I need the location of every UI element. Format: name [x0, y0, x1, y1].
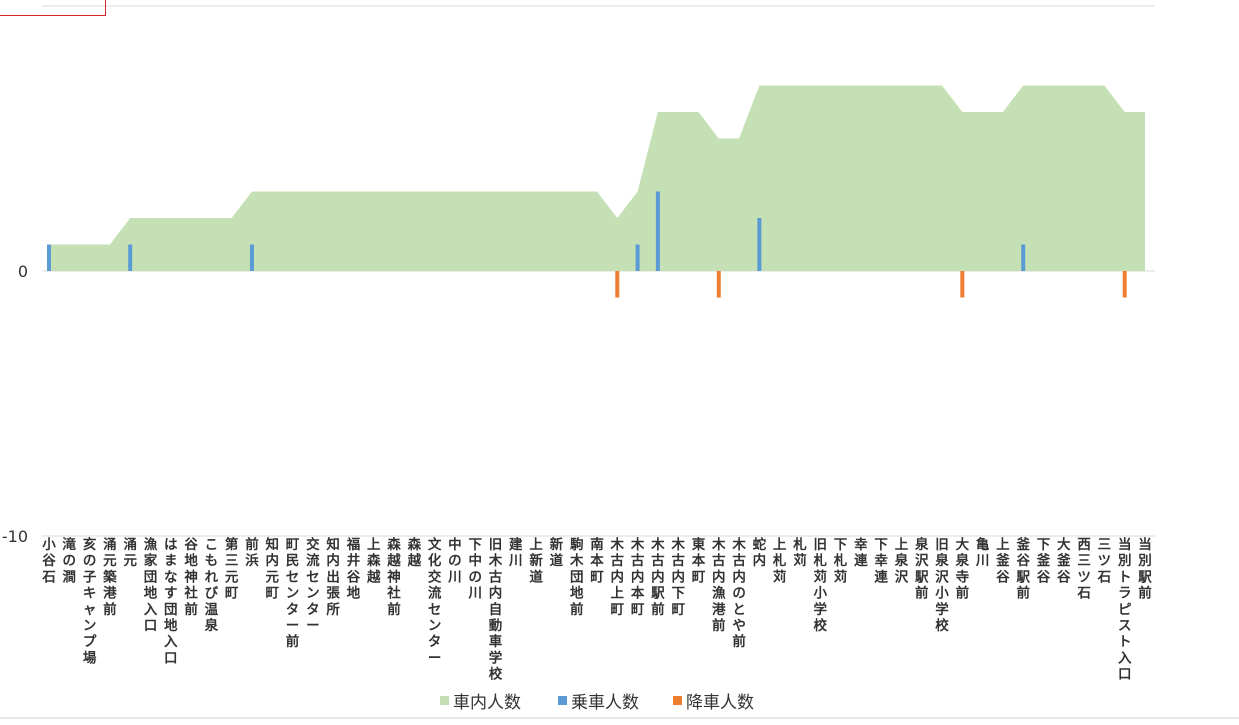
area-onboard-count [49, 85, 1145, 271]
legend-item-alighting: 降車人数 [673, 688, 754, 713]
x-tick-label-39: 下札苅 [833, 537, 848, 585]
x-tick-label-47: 上釜谷 [995, 537, 1010, 585]
selection-box [0, 0, 106, 16]
legend: 車内人数 乗車人数 降車人数 [0, 688, 1160, 716]
x-tick-label-22: 旧木古内自動車学校 [488, 537, 503, 683]
x-tick-label-36: 上札苅 [772, 537, 787, 585]
y-tick-label-neg10: -10 [2, 527, 28, 546]
legend-swatch-alighting [673, 696, 682, 705]
x-tick-label-38: 旧札苅小学校 [813, 537, 828, 634]
x-tick-label-26: 駒木団地前 [569, 536, 584, 618]
x-tick-label-49: 下釜谷 [1036, 537, 1051, 585]
x-tick-label-28: 木古内上町 [610, 536, 625, 618]
x-tick-label-48: 釜谷駅前 [1015, 536, 1030, 602]
bar-alighting-33 [716, 271, 721, 298]
bar-boarding-48 [1021, 244, 1026, 271]
bar-alighting-53 [1122, 271, 1127, 298]
legend-swatch-boarding [558, 696, 567, 705]
x-tick-label-31: 木古内下町 [670, 536, 685, 618]
bar-alighting-45 [960, 271, 965, 298]
x-tick-label-45: 大泉寺前 [956, 536, 970, 602]
x-tick-label-5: 漁家団地入口 [144, 536, 158, 634]
legend-label-onboard: 車内人数 [453, 693, 521, 713]
legend-item-boarding: 乗車人数 [558, 688, 639, 713]
x-axis-tick-labels: 小谷石滝の澗亥の子キャンプ場涌元築港前涌元漁家団地入口はまなす団地入口谷地神社前… [41, 536, 1152, 683]
x-tick-label-17: 森越神社前 [386, 536, 401, 618]
x-tick-label-52: 三ツ石 [1097, 537, 1112, 585]
x-tick-label-18: 森越 [407, 536, 422, 569]
x-tick-label-46: 亀川 [975, 536, 990, 569]
x-tick-label-40: 幸連 [854, 536, 868, 569]
passenger-area-series [49, 85, 1145, 271]
x-tick-label-14: 知内出張所 [326, 536, 340, 618]
x-tick-label-23: 建川 [508, 536, 523, 569]
x-tick-label-54: 当別駅前 [1138, 536, 1152, 602]
x-tick-label-37: 札苅 [792, 536, 807, 569]
x-tick-label-27: 南本町 [590, 536, 604, 585]
x-tick-label-43: 泉沢駅前 [915, 536, 929, 602]
x-tick-label-41: 下幸連 [874, 537, 888, 585]
x-tick-label-13: 交流センター [306, 536, 320, 634]
x-tick-label-21: 下中の川 [467, 537, 482, 602]
bar-boarding-30 [655, 191, 660, 271]
y-tick-label-0: 0 [18, 262, 28, 281]
bar-alighting-28 [615, 271, 620, 298]
bar-boarding-10 [249, 244, 254, 271]
x-tick-label-0: 小谷石 [41, 537, 56, 585]
x-tick-label-51: 西三ツ石 [1076, 537, 1091, 602]
bar-series-layer [47, 191, 1127, 298]
x-tick-label-29: 木古内本町 [630, 536, 645, 618]
legend-label-boarding: 乗車人数 [571, 693, 639, 713]
x-tick-label-4: 涌元 [123, 537, 137, 569]
x-tick-label-16: 上森越 [366, 537, 381, 585]
x-tick-label-20: 中の川 [447, 536, 462, 585]
x-tick-label-12: 町民センター前 [286, 537, 300, 650]
x-tick-label-9: 第三元町 [225, 536, 239, 602]
x-tick-label-10: 前浜 [245, 536, 259, 569]
bar-boarding-4 [128, 244, 133, 271]
y-axis-tick-labels: 0 -10 [2, 262, 28, 546]
x-tick-label-42: 上泉沢 [895, 537, 909, 585]
x-tick-label-7: 谷地神社前 [183, 537, 198, 618]
x-tick-label-33: 木古内漁港前 [711, 536, 726, 634]
bar-boarding-35 [757, 218, 762, 271]
x-tick-label-8: こもれび温泉 [205, 537, 219, 634]
x-tick-label-35: 蛇内 [753, 536, 767, 569]
x-tick-label-15: 福井谷地 [346, 536, 361, 602]
x-tick-label-2: 亥の子キャンプ場 [83, 536, 97, 666]
bar-boarding-29 [635, 244, 640, 271]
x-tick-label-24: 上新道 [529, 537, 543, 585]
legend-label-alighting: 降車人数 [686, 693, 754, 713]
x-tick-label-32: 東本町 [692, 536, 706, 585]
x-tick-label-1: 滝の澗 [63, 536, 77, 585]
x-tick-label-50: 大釜谷 [1056, 536, 1071, 585]
x-tick-label-3: 涌元築港前 [102, 537, 117, 618]
legend-swatch-onboard [440, 696, 449, 705]
bar-boarding-0 [47, 244, 51, 271]
x-tick-label-11: 知内元町 [266, 536, 280, 602]
x-tick-label-34: 木古内のとや前 [731, 536, 746, 650]
x-tick-label-44: 旧泉沢小学校 [935, 537, 949, 634]
legend-item-onboard: 車内人数 [440, 688, 521, 713]
x-tick-label-53: 当別トラピスト入口 [1118, 536, 1132, 683]
x-tick-label-19: 文化交流センター [428, 536, 442, 666]
x-tick-label-6: はまなす団地入口 [164, 537, 178, 666]
x-tick-label-30: 木古内駅前 [650, 536, 665, 618]
x-tick-label-25: 新道 [550, 536, 564, 569]
